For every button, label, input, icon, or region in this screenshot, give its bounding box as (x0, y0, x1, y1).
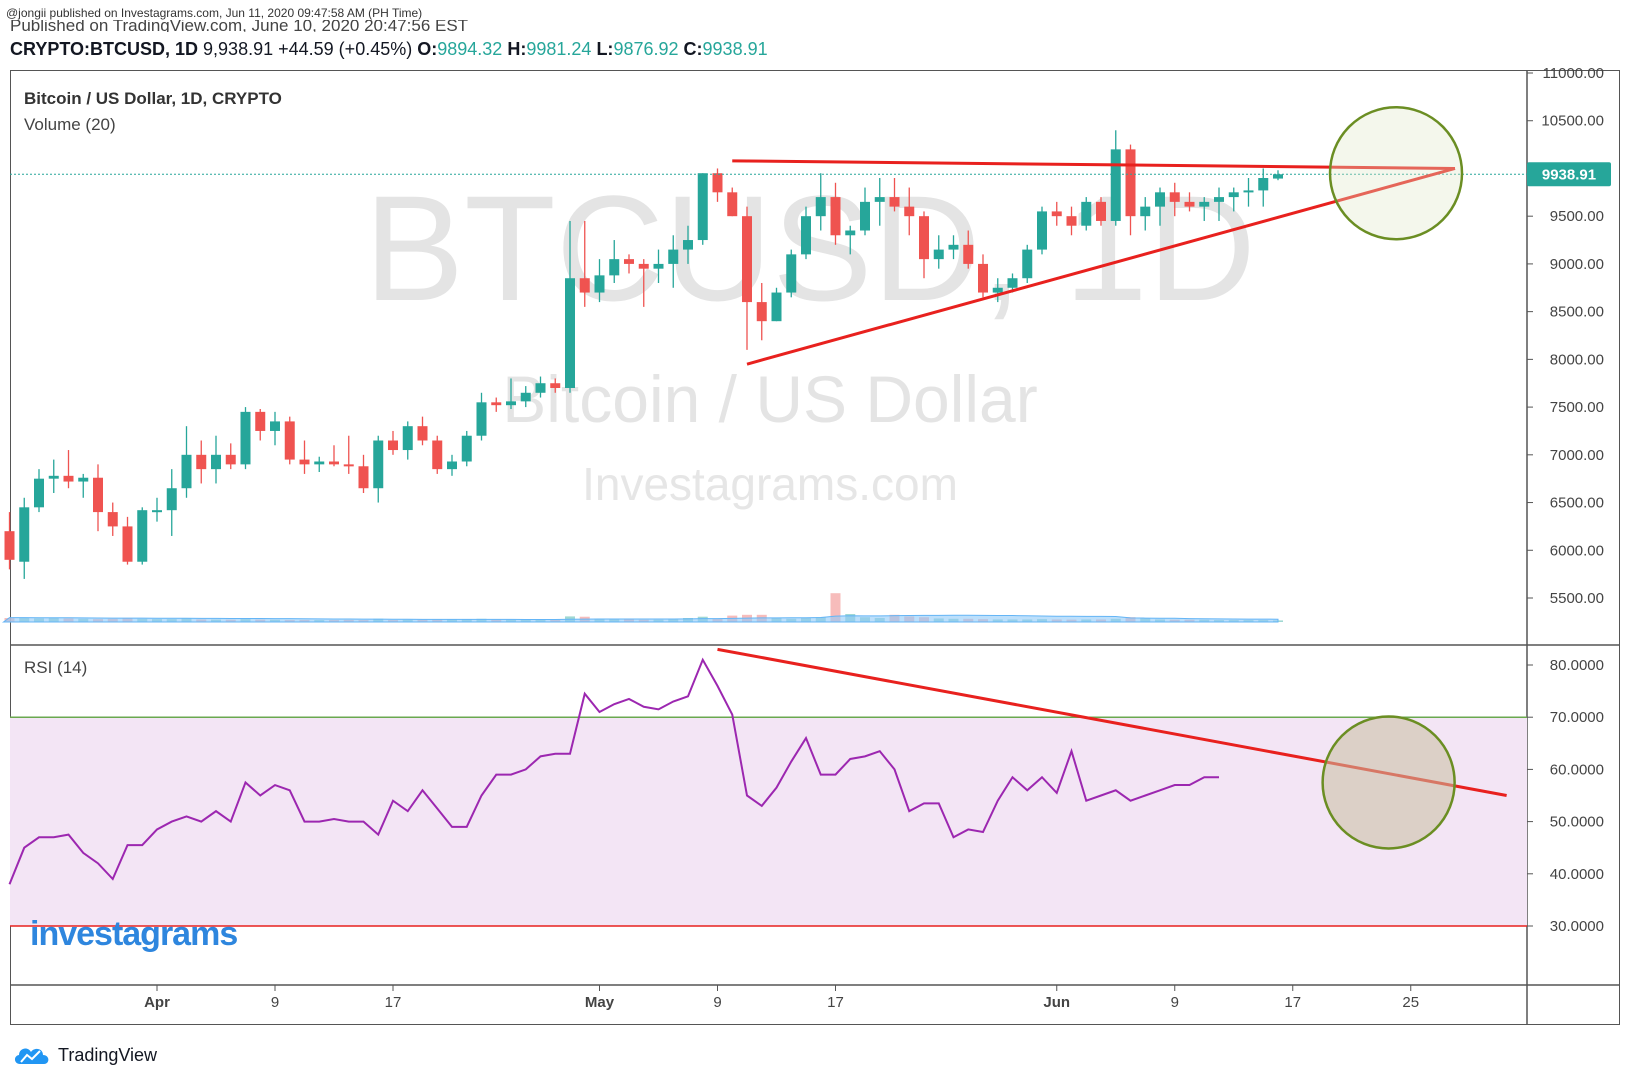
open-value: 9894.32 (437, 39, 503, 59)
close-value: 9938.91 (702, 39, 768, 59)
chart-frame (10, 70, 1620, 1025)
tradingview-cloud-icon (14, 1048, 49, 1064)
tradingview-published-info: Published on TradingView.com, June 10, 2… (10, 20, 469, 32)
symbol-label: CRYPTO:BTCUSD, 1D (10, 39, 199, 59)
high-value: 9981.24 (526, 39, 592, 59)
low-label: L: (596, 39, 614, 59)
low-value: 9876.92 (613, 39, 679, 59)
close-label: C: (683, 39, 703, 59)
last-price: 9,938.91 (203, 39, 274, 59)
published-info: @jongii published on Investagrams.com, J… (6, 6, 423, 20)
ohlc-summary: CRYPTO:BTCUSD, 1D 9,938.91 +44.59 (+0.45… (10, 39, 768, 60)
tradingview-label: TradingView (58, 1044, 158, 1065)
open-label: O: (417, 39, 438, 59)
price-change: +44.59 (+0.45%) (278, 39, 413, 59)
high-label: H: (507, 39, 527, 59)
tradingview-logo[interactable]: TradingView (12, 1042, 157, 1068)
